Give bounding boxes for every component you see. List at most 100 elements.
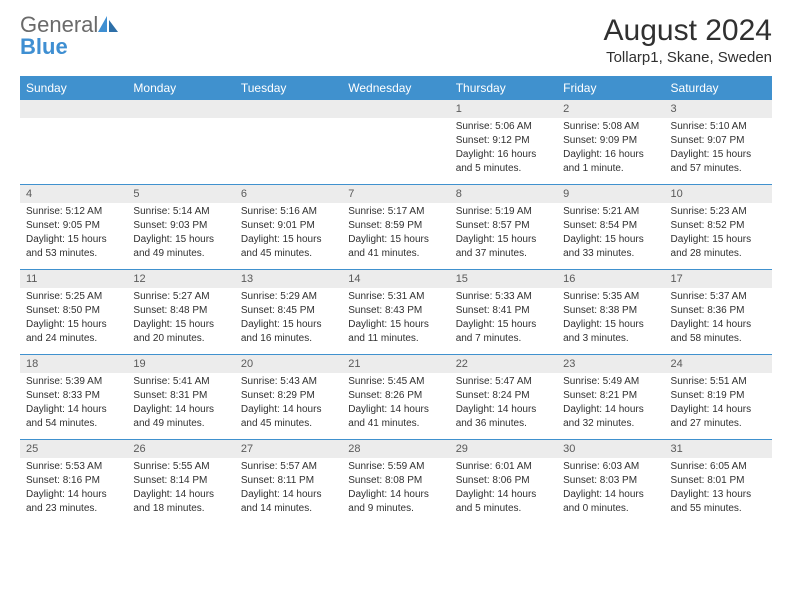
calendar-day-cell: 14Sunrise: 5:31 AMSunset: 8:43 PMDayligh…	[342, 270, 449, 355]
day-content: Sunrise: 5:47 AMSunset: 8:24 PMDaylight:…	[450, 373, 557, 439]
day-content: Sunrise: 5:37 AMSunset: 8:36 PMDaylight:…	[665, 288, 772, 354]
logo-text: General Blue	[20, 14, 118, 58]
day-number: 1	[450, 100, 557, 118]
daylight-text: Daylight: 14 hours and 9 minutes.	[348, 488, 443, 516]
calendar-day-cell: 13Sunrise: 5:29 AMSunset: 8:45 PMDayligh…	[235, 270, 342, 355]
sunset-text: Sunset: 8:11 PM	[241, 474, 336, 488]
daylight-text: Daylight: 13 hours and 55 minutes.	[671, 488, 766, 516]
day-number: 6	[235, 185, 342, 203]
sunrise-text: Sunrise: 5:21 AM	[563, 205, 658, 219]
sunrise-text: Sunrise: 5:25 AM	[26, 290, 121, 304]
sunrise-text: Sunrise: 5:12 AM	[26, 205, 121, 219]
daylight-text: Daylight: 15 hours and 7 minutes.	[456, 318, 551, 346]
day-content: Sunrise: 6:05 AMSunset: 8:01 PMDaylight:…	[665, 458, 772, 524]
day-number: 9	[557, 185, 664, 203]
daylight-text: Daylight: 15 hours and 33 minutes.	[563, 233, 658, 261]
sunset-text: Sunset: 8:48 PM	[133, 304, 228, 318]
day-number-empty	[20, 100, 127, 118]
daylight-text: Daylight: 15 hours and 20 minutes.	[133, 318, 228, 346]
day-number: 16	[557, 270, 664, 288]
daylight-text: Daylight: 16 hours and 1 minute.	[563, 148, 658, 176]
daylight-text: Daylight: 14 hours and 58 minutes.	[671, 318, 766, 346]
sunrise-text: Sunrise: 5:10 AM	[671, 120, 766, 134]
daylight-text: Daylight: 15 hours and 11 minutes.	[348, 318, 443, 346]
day-content: Sunrise: 5:12 AMSunset: 9:05 PMDaylight:…	[20, 203, 127, 269]
calendar-day-cell: 22Sunrise: 5:47 AMSunset: 8:24 PMDayligh…	[450, 355, 557, 440]
sunrise-text: Sunrise: 5:29 AM	[241, 290, 336, 304]
day-content: Sunrise: 5:27 AMSunset: 8:48 PMDaylight:…	[127, 288, 234, 354]
sunrise-text: Sunrise: 5:57 AM	[241, 460, 336, 474]
sunrise-text: Sunrise: 5:45 AM	[348, 375, 443, 389]
day-number: 27	[235, 440, 342, 458]
sunrise-text: Sunrise: 5:08 AM	[563, 120, 658, 134]
sunset-text: Sunset: 8:31 PM	[133, 389, 228, 403]
calendar-day-cell: 9Sunrise: 5:21 AMSunset: 8:54 PMDaylight…	[557, 185, 664, 270]
sunset-text: Sunset: 8:24 PM	[456, 389, 551, 403]
daylight-text: Daylight: 15 hours and 41 minutes.	[348, 233, 443, 261]
sunset-text: Sunset: 8:01 PM	[671, 474, 766, 488]
daylight-text: Daylight: 14 hours and 0 minutes.	[563, 488, 658, 516]
title-block: August 2024 Tollarp1, Skane, Sweden	[604, 14, 772, 66]
calendar-week-row: 25Sunrise: 5:53 AMSunset: 8:16 PMDayligh…	[20, 440, 772, 525]
daylight-text: Daylight: 15 hours and 53 minutes.	[26, 233, 121, 261]
calendar-week-row: 1Sunrise: 5:06 AMSunset: 9:12 PMDaylight…	[20, 100, 772, 185]
day-number: 31	[665, 440, 772, 458]
day-content: Sunrise: 5:16 AMSunset: 9:01 PMDaylight:…	[235, 203, 342, 269]
calendar-day-cell: 4Sunrise: 5:12 AMSunset: 9:05 PMDaylight…	[20, 185, 127, 270]
day-content: Sunrise: 5:43 AMSunset: 8:29 PMDaylight:…	[235, 373, 342, 439]
day-number: 26	[127, 440, 234, 458]
day-number: 2	[557, 100, 664, 118]
location-text: Tollarp1, Skane, Sweden	[604, 49, 772, 66]
sunrise-text: Sunrise: 6:03 AM	[563, 460, 658, 474]
day-content: Sunrise: 5:45 AMSunset: 8:26 PMDaylight:…	[342, 373, 449, 439]
sunset-text: Sunset: 8:26 PM	[348, 389, 443, 403]
calendar-day-cell: 12Sunrise: 5:27 AMSunset: 8:48 PMDayligh…	[127, 270, 234, 355]
sunrise-text: Sunrise: 6:01 AM	[456, 460, 551, 474]
sunrise-text: Sunrise: 5:41 AM	[133, 375, 228, 389]
day-content: Sunrise: 5:57 AMSunset: 8:11 PMDaylight:…	[235, 458, 342, 524]
daylight-text: Daylight: 14 hours and 45 minutes.	[241, 403, 336, 431]
daylight-text: Daylight: 15 hours and 3 minutes.	[563, 318, 658, 346]
daylight-text: Daylight: 15 hours and 24 minutes.	[26, 318, 121, 346]
calendar-day-cell: 23Sunrise: 5:49 AMSunset: 8:21 PMDayligh…	[557, 355, 664, 440]
day-content: Sunrise: 5:19 AMSunset: 8:57 PMDaylight:…	[450, 203, 557, 269]
calendar-day-cell: 20Sunrise: 5:43 AMSunset: 8:29 PMDayligh…	[235, 355, 342, 440]
calendar-day-cell: 24Sunrise: 5:51 AMSunset: 8:19 PMDayligh…	[665, 355, 772, 440]
calendar-day-cell: 15Sunrise: 5:33 AMSunset: 8:41 PMDayligh…	[450, 270, 557, 355]
calendar-day-cell: 7Sunrise: 5:17 AMSunset: 8:59 PMDaylight…	[342, 185, 449, 270]
day-content: Sunrise: 5:41 AMSunset: 8:31 PMDaylight:…	[127, 373, 234, 439]
calendar-week-row: 11Sunrise: 5:25 AMSunset: 8:50 PMDayligh…	[20, 270, 772, 355]
sunset-text: Sunset: 8:38 PM	[563, 304, 658, 318]
day-number: 7	[342, 185, 449, 203]
calendar-day-cell: 21Sunrise: 5:45 AMSunset: 8:26 PMDayligh…	[342, 355, 449, 440]
daylight-text: Daylight: 14 hours and 23 minutes.	[26, 488, 121, 516]
sunset-text: Sunset: 8:57 PM	[456, 219, 551, 233]
daylight-text: Daylight: 15 hours and 28 minutes.	[671, 233, 766, 261]
sunset-text: Sunset: 8:03 PM	[563, 474, 658, 488]
day-number: 30	[557, 440, 664, 458]
day-content: Sunrise: 5:33 AMSunset: 8:41 PMDaylight:…	[450, 288, 557, 354]
daylight-text: Daylight: 16 hours and 5 minutes.	[456, 148, 551, 176]
daylight-text: Daylight: 14 hours and 18 minutes.	[133, 488, 228, 516]
sunset-text: Sunset: 8:19 PM	[671, 389, 766, 403]
daylight-text: Daylight: 14 hours and 49 minutes.	[133, 403, 228, 431]
sunrise-text: Sunrise: 5:14 AM	[133, 205, 228, 219]
sunset-text: Sunset: 8:16 PM	[26, 474, 121, 488]
day-content: Sunrise: 5:06 AMSunset: 9:12 PMDaylight:…	[450, 118, 557, 184]
daylight-text: Daylight: 14 hours and 32 minutes.	[563, 403, 658, 431]
daylight-text: Daylight: 14 hours and 5 minutes.	[456, 488, 551, 516]
daylight-text: Daylight: 15 hours and 37 minutes.	[456, 233, 551, 261]
sunset-text: Sunset: 8:08 PM	[348, 474, 443, 488]
day-number-empty	[342, 100, 449, 118]
day-content: Sunrise: 5:55 AMSunset: 8:14 PMDaylight:…	[127, 458, 234, 524]
day-content: Sunrise: 5:31 AMSunset: 8:43 PMDaylight:…	[342, 288, 449, 354]
day-number: 8	[450, 185, 557, 203]
sunrise-text: Sunrise: 5:33 AM	[456, 290, 551, 304]
calendar-day-cell: 11Sunrise: 5:25 AMSunset: 8:50 PMDayligh…	[20, 270, 127, 355]
day-number: 22	[450, 355, 557, 373]
sunset-text: Sunset: 8:33 PM	[26, 389, 121, 403]
day-content: Sunrise: 5:53 AMSunset: 8:16 PMDaylight:…	[20, 458, 127, 524]
daylight-text: Daylight: 14 hours and 36 minutes.	[456, 403, 551, 431]
day-content: Sunrise: 5:17 AMSunset: 8:59 PMDaylight:…	[342, 203, 449, 269]
calendar-day-cell	[235, 100, 342, 185]
